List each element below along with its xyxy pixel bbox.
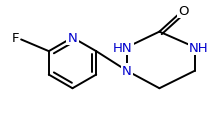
Text: F: F bbox=[11, 32, 19, 45]
Text: HN: HN bbox=[113, 41, 133, 54]
Text: O: O bbox=[178, 5, 188, 17]
Text: N: N bbox=[122, 65, 132, 78]
Text: NH: NH bbox=[189, 41, 209, 54]
Text: N: N bbox=[68, 32, 77, 45]
